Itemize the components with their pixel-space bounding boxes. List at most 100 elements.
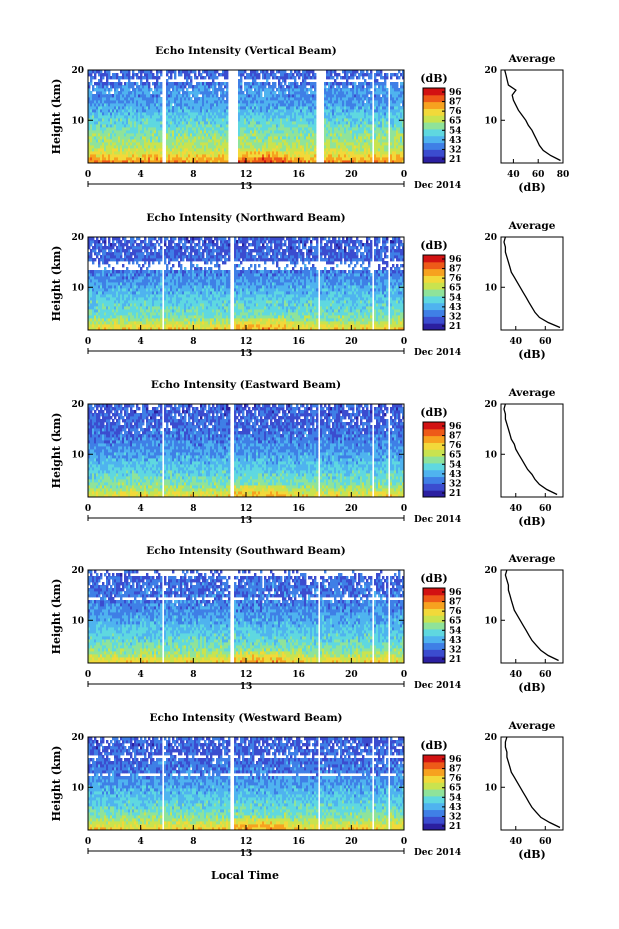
heatmap-cell: [350, 151, 353, 155]
heatmap-cell: [130, 154, 133, 158]
heatmap-cell: [194, 130, 197, 134]
heatmap-cell: [138, 157, 141, 161]
heatmap-cell: [382, 139, 385, 143]
heatmap-cell: [158, 139, 161, 143]
heatmap-cell: [400, 157, 403, 161]
heatmap-cell: [180, 151, 183, 155]
heatmap-cell: [272, 127, 275, 131]
heatmap-cell: [358, 136, 361, 140]
heatmap-cell: [332, 130, 335, 134]
heatmap-cell: [110, 139, 113, 143]
heatmap-cell: [194, 70, 197, 74]
heatmap-cell: [364, 142, 367, 146]
heatmap-cell: [140, 73, 143, 77]
heatmap-cell: [392, 157, 395, 161]
heatmap-cell: [106, 160, 109, 164]
heatmap-cell: [226, 112, 229, 116]
heatmap-cell: [390, 142, 393, 146]
heatmap-cell: [194, 139, 197, 143]
heatmap-cell: [270, 136, 273, 140]
heatmap-cell: [116, 142, 119, 146]
heatmap-cell: [154, 139, 157, 143]
heatmap-cell: [326, 142, 329, 146]
heatmap-cell: [364, 145, 367, 149]
heatmap-cell: [374, 157, 377, 161]
heatmap-cell: [138, 130, 141, 134]
heatmap-cell: [310, 148, 313, 152]
heatmap-cell: [398, 139, 401, 143]
heatmap-cell: [262, 145, 265, 149]
heatmap-cell: [140, 127, 143, 131]
heatmap-cell: [288, 154, 291, 158]
heatmap-cell: [272, 151, 275, 155]
heatmap-cell: [240, 145, 243, 149]
heatmap-cell: [196, 145, 199, 149]
heatmap-cell: [286, 160, 289, 164]
heatmap-cell: [308, 160, 311, 164]
heatmap-cell: [292, 142, 295, 146]
heatmap-cell: [384, 82, 387, 86]
heatmap-cell: [312, 136, 315, 140]
heatmap-cell: [268, 136, 271, 140]
heatmap-cell: [356, 133, 359, 137]
heatmap-cell: [226, 70, 229, 74]
heatmap-cell: [310, 154, 313, 158]
heatmap-cell: [216, 154, 219, 158]
panel-title: Echo Intensity (Vertical Beam): [155, 45, 336, 57]
heatmap-cell: [108, 160, 111, 164]
heatmap-cell: [180, 127, 183, 131]
heatmap-cell: [254, 154, 257, 158]
heatmap-cell: [270, 130, 273, 134]
heatmap-cell: [338, 157, 341, 161]
heatmap-cell: [144, 160, 147, 164]
heatmap-cell: [156, 142, 159, 146]
heatmap-cell: [98, 154, 101, 158]
heatmap-cell: [96, 154, 99, 158]
heatmap-cell: [336, 145, 339, 149]
heatmap-cell: [220, 154, 223, 158]
heatmap-cell: [138, 151, 141, 155]
heatmap-cell: [396, 73, 399, 77]
heatmap-cell: [200, 139, 203, 143]
heatmap-cell: [304, 130, 307, 134]
heatmap-cell: [386, 76, 389, 80]
heatmap-cell: [212, 157, 215, 161]
heatmap-cell: [242, 130, 245, 134]
heatmap-cell: [334, 133, 337, 137]
heatmap-cell: [126, 160, 129, 164]
heatmap-cell: [176, 142, 179, 146]
heatmap-cell: [268, 76, 271, 80]
heatmap-cell: [350, 142, 353, 146]
heatmap-cell: [238, 145, 241, 149]
heatmap-cell: [160, 91, 163, 95]
heatmap-cell: [286, 157, 289, 161]
heatmap-cell: [376, 154, 379, 158]
heatmap-cell: [260, 151, 263, 155]
heatmap-cell: [252, 151, 255, 155]
heatmap-cell: [202, 157, 205, 161]
heatmap-cell: [386, 321, 389, 325]
heatmap-cell: [140, 79, 143, 83]
heatmap-cell: [218, 130, 221, 134]
heatmap-cell: [170, 130, 173, 134]
heatmap-cell: [134, 154, 137, 158]
heatmap-cell: [160, 130, 163, 134]
heatmap-cell: [202, 142, 205, 146]
heatmap-cell: [96, 130, 99, 134]
heatmap-cell: [220, 133, 223, 137]
heatmap-cell: [240, 157, 243, 161]
heatmap-cell: [136, 136, 139, 140]
heatmap-cell: [270, 139, 273, 143]
heatmap-cell: [138, 127, 141, 131]
heatmap-cell: [386, 154, 389, 158]
heatmap-cell: [254, 142, 257, 146]
heatmap-cell: [176, 157, 179, 161]
heatmap-cell: [100, 70, 103, 74]
heatmap-cell: [280, 148, 283, 152]
heatmap-cell: [314, 94, 317, 98]
heatmap-cell: [140, 160, 143, 164]
heatmap-cell: [290, 148, 293, 152]
heatmap-cell: [180, 145, 183, 149]
heatmap-cell: [150, 139, 153, 143]
heatmap-cell: [254, 133, 257, 137]
